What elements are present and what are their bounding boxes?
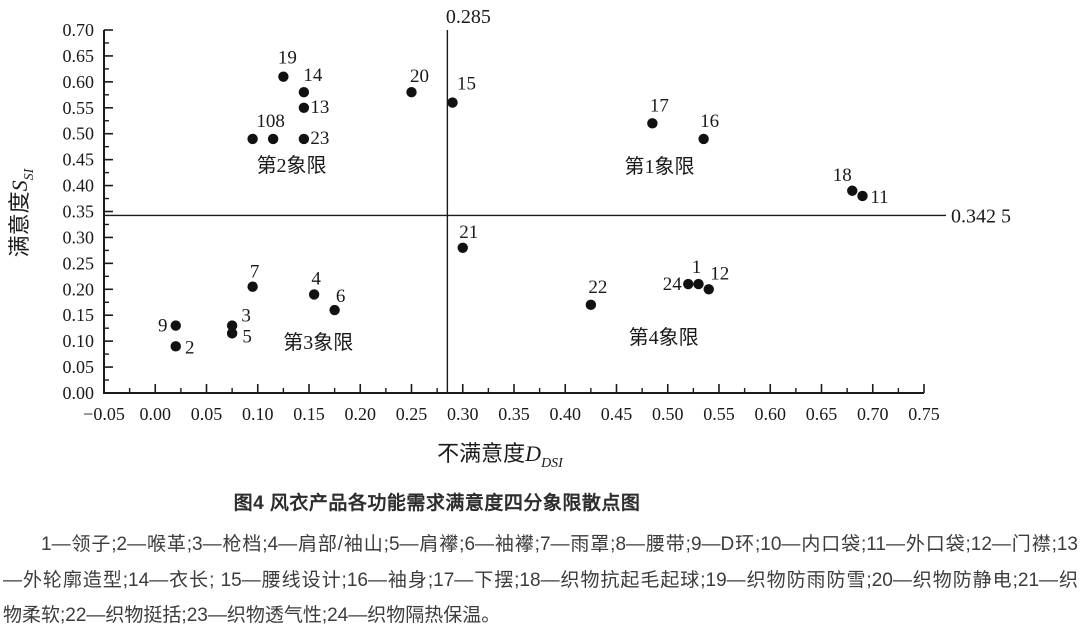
y-tick-label: 0.35 bbox=[63, 202, 95, 222]
y-tick-label: 0.50 bbox=[63, 124, 95, 144]
legend-line-3: 物柔软;22—织物挺括;23—织物透气性;24—织物隔热保温。 bbox=[3, 605, 501, 626]
horizontal-reference-label: 0.342 5 bbox=[951, 205, 1011, 227]
legend-line-1: 1—领子;2—喉革;3—枪档;4—肩部/袖山;5—肩襻;6—袖襻;7—雨罩;8—… bbox=[41, 534, 1078, 555]
quadrant-label: 第4象限 bbox=[629, 326, 699, 349]
data-point-label: 22 bbox=[588, 277, 607, 298]
data-point-label: 24 bbox=[663, 274, 683, 295]
data-point bbox=[693, 278, 704, 290]
figure-caption: 图4 风衣产品各功能需求满意度四分象限散点图 bbox=[233, 493, 641, 514]
y-tick-label: 0.55 bbox=[63, 98, 95, 118]
legend-line-2: —外轮廓造型;14—衣长; 15—腰线设计;16—袖身;17—下摆;18—织物抗… bbox=[3, 569, 1078, 591]
x-tick-label: 0.10 bbox=[242, 404, 274, 424]
data-point bbox=[226, 328, 238, 339]
x-tick-label: 0.15 bbox=[293, 404, 325, 424]
data-point bbox=[447, 97, 458, 108]
x-tick-label: 0.40 bbox=[550, 404, 582, 424]
x-tick-label: 0.35 bbox=[498, 404, 530, 424]
vertical-reference-label: 0.285 bbox=[446, 6, 491, 28]
data-point bbox=[267, 133, 279, 145]
data-point-label: 1 bbox=[692, 257, 702, 278]
data-point bbox=[585, 299, 597, 311]
data-point-label: 5 bbox=[242, 326, 252, 347]
y-tick-label: 0.60 bbox=[63, 72, 95, 92]
y-tick-label: 0.25 bbox=[63, 253, 95, 273]
y-axis-title: 满意度SSI bbox=[7, 167, 37, 257]
x-tick-label: 0.70 bbox=[857, 404, 889, 424]
data-point bbox=[698, 133, 709, 145]
data-point-label: 3 bbox=[241, 306, 251, 327]
data-point-label: 20 bbox=[410, 66, 429, 87]
data-point bbox=[847, 185, 858, 196]
data-point-label: 15 bbox=[457, 74, 476, 95]
y-tick-label: 0.40 bbox=[63, 176, 95, 196]
data-point bbox=[247, 133, 258, 145]
quadrant-label: 第1象限 bbox=[625, 155, 695, 178]
data-point-label: 108 bbox=[256, 111, 285, 132]
y-tick-label: 0.30 bbox=[63, 227, 95, 247]
data-point-label: 6 bbox=[336, 286, 346, 307]
data-point-label: 23 bbox=[310, 128, 329, 149]
x-tick-label: 0.60 bbox=[755, 404, 787, 424]
y-tick-label: 0.20 bbox=[63, 279, 95, 299]
data-point bbox=[278, 71, 289, 82]
x-tick-label: 0.65 bbox=[806, 404, 838, 424]
data-point-label: 13 bbox=[310, 97, 329, 118]
data-point bbox=[170, 320, 181, 331]
y-tick-label: 0.15 bbox=[63, 305, 95, 325]
figure-legend: 1—领子;2—喉革;3—枪档;4—肩部/袖山;5—肩襻;6—袖襻;7—雨罩;8—… bbox=[3, 527, 1078, 634]
x-tick-label: 0.20 bbox=[345, 404, 377, 424]
data-point bbox=[247, 281, 258, 292]
data-point bbox=[298, 102, 310, 113]
x-tick-label: 0.50 bbox=[652, 404, 684, 424]
y-tick-label: 0.45 bbox=[63, 150, 95, 170]
y-tick-label: 0.65 bbox=[63, 46, 95, 66]
y-tick-label: 0.00 bbox=[63, 383, 95, 403]
data-point bbox=[857, 190, 868, 202]
data-point-label: 11 bbox=[870, 187, 888, 208]
data-point bbox=[170, 341, 181, 352]
data-point-label: 12 bbox=[710, 263, 729, 284]
x-tick-label: 0.25 bbox=[396, 404, 428, 424]
x-tick-label: 0.05 bbox=[191, 404, 223, 424]
data-point bbox=[683, 278, 694, 290]
data-point bbox=[308, 289, 320, 300]
data-point-label: 16 bbox=[700, 111, 719, 132]
data-point-label: 2 bbox=[185, 337, 195, 358]
data-point-label: 21 bbox=[459, 222, 478, 243]
y-tick-label: 0.05 bbox=[63, 357, 95, 377]
data-point bbox=[298, 133, 310, 145]
data-point bbox=[298, 87, 310, 98]
x-axis-title: 不满意度DDSI bbox=[437, 441, 564, 470]
x-tick-label: 0.30 bbox=[447, 404, 479, 424]
data-point bbox=[406, 87, 417, 98]
quadrant-label: 第3象限 bbox=[283, 331, 353, 354]
data-point-label: 7 bbox=[250, 262, 260, 283]
data-point bbox=[226, 320, 238, 331]
data-point bbox=[703, 284, 714, 295]
data-point-label: 19 bbox=[278, 48, 297, 69]
data-point-label: 17 bbox=[650, 95, 669, 116]
y-tick-label: 0.70 bbox=[63, 20, 95, 40]
quadrant-label: 第2象限 bbox=[257, 154, 327, 177]
data-point bbox=[329, 304, 340, 316]
x-tick-label: 0.00 bbox=[140, 404, 172, 424]
y-tick-label: 0.10 bbox=[63, 331, 95, 351]
data-point bbox=[647, 118, 658, 129]
x-tick-label: −0.05 bbox=[83, 404, 125, 424]
data-point-label: 18 bbox=[833, 165, 852, 186]
x-tick-label: 0.75 bbox=[908, 404, 940, 424]
data-point-label: 9 bbox=[158, 316, 168, 337]
data-point-label: 4 bbox=[311, 268, 321, 289]
x-tick-label: 0.55 bbox=[703, 404, 735, 424]
data-point bbox=[457, 242, 468, 253]
x-tick-label: 0.45 bbox=[601, 404, 633, 424]
data-point-label: 14 bbox=[303, 65, 323, 86]
